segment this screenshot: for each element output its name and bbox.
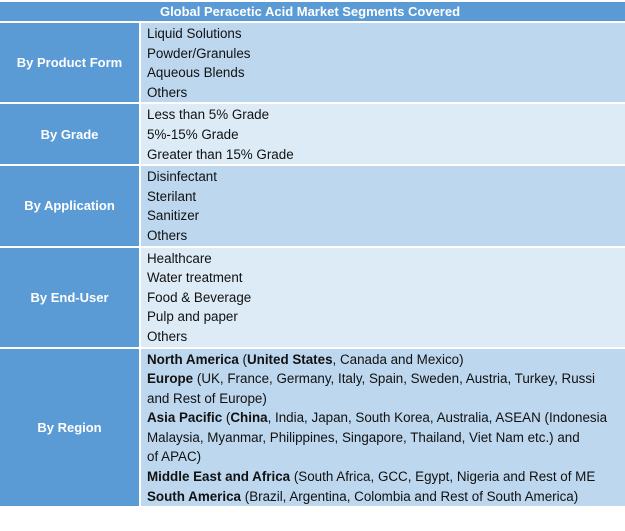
segment-item: Europe (UK, France, Germany, Italy, Spai… (147, 369, 625, 389)
segment-item: Greater than 15% Grade (147, 145, 625, 165)
table-row: By End-User Healthcare Water treatment Food… (0, 247, 625, 349)
text: (South Africa, GCC, Egypt, Nigeria and R… (290, 469, 596, 485)
text: , Canada and Mexico) (332, 351, 464, 367)
bold-text: China (230, 410, 268, 426)
segment-item: Others (147, 226, 625, 246)
text: , India, Japan, South Korea, Australia, … (267, 410, 608, 426)
segment-category: By Grade (0, 104, 141, 165)
bold-text: Europe (147, 371, 194, 387)
text: Liquid Solutions (147, 26, 242, 41)
segment-item: Disinfectant (147, 167, 625, 187)
segment-items: Disinfectant Sterilant Sanitizer Others (141, 166, 625, 246)
text: Powder/Granules (147, 45, 251, 61)
text: ( (238, 351, 247, 367)
text: Aqueous Blends (147, 65, 245, 81)
text: Less than 5% Grade (147, 107, 270, 123)
bold-text: Middle East and Africa (147, 469, 291, 485)
segment-item: Asia Pacific (China, India, Japan, South… (147, 408, 625, 428)
bold-text: Asia Pacific (147, 410, 223, 426)
segment-items: North America (United States, Canada and… (141, 348, 625, 507)
segment-item: Food & Beverage (147, 288, 625, 308)
bold-text: United States (246, 351, 333, 367)
table-row: By Product Form Liquid Solutions Powder/Gr… (0, 23, 625, 105)
text: Others (147, 227, 188, 243)
segment-item: Others (147, 83, 625, 103)
segment-items: Healthcare Water treatment Food & Beverage… (141, 247, 625, 347)
text: (Brazil, Argentina, Colombia and Rest of… (241, 488, 579, 504)
segment-item: South America (Brazil, Argentina, Colomb… (147, 487, 625, 507)
text: (UK, France, Germany, Italy, Spain, Swed… (193, 371, 596, 387)
text: and Rest of Europe) (147, 390, 267, 406)
segment-item: Less than 5% Grade (147, 105, 625, 125)
segment-items: Liquid Solutions Powder/Granules Aqueous B… (141, 23, 625, 103)
text: Disinfectant (147, 169, 217, 185)
segment-category: By Product Form (0, 23, 141, 103)
table-row: By Region North America (United States, C… (0, 348, 625, 509)
segment-item: Liquid Solutions (147, 24, 625, 44)
segment-item: Middle East and Africa (South Africa, GC… (147, 467, 625, 487)
segment-item: Malaysia, Myanmar, Philippines, Singapor… (147, 428, 625, 448)
text: Water treatment (147, 270, 243, 286)
text: Others (147, 328, 188, 344)
segment-item: North America (United States, Canada and… (147, 350, 625, 370)
segment-item: Water treatment (147, 268, 625, 288)
segment-item: Aqueous Blends (147, 63, 625, 83)
segment-item: 5%-15% Grade (147, 125, 625, 145)
segment-category: By End-User (0, 247, 141, 347)
segment-item: Powder/Granules (147, 44, 625, 64)
text: Others (147, 84, 188, 100)
table-row: By Application Disinfectant Sterilant Sanit… (0, 166, 625, 248)
segments-table: Global Peracetic Acid Market Segments Co… (0, 2, 625, 509)
text: Malaysia, Myanmar, Philippines, Singapor… (147, 429, 580, 445)
segment-category: By Application (0, 166, 141, 246)
segment-item: of APAC) (147, 447, 625, 467)
text: ( (222, 410, 231, 426)
table-header: Global Peracetic Acid Market Segments Co… (0, 2, 625, 23)
text: Greater than 15% Grade (147, 146, 294, 162)
text: Sterilant (147, 188, 197, 204)
text: Sanitizer (147, 208, 200, 224)
text: Pulp and paper (147, 309, 238, 325)
table-row: By Grade Less than 5% Grade 5%-15% Grade Gr… (0, 104, 625, 167)
text: Food & Beverage (147, 289, 252, 305)
bold-text: North America (147, 351, 239, 367)
segment-item: Sanitizer (147, 206, 625, 226)
segment-item: Pulp and paper (147, 307, 625, 327)
segment-items: Less than 5% Grade 5%-15% Grade Greater th… (141, 104, 625, 165)
segment-category: By Region (0, 348, 141, 507)
text: of APAC) (147, 449, 202, 465)
segment-item: Sterilant (147, 187, 625, 207)
segment-item: Others (147, 327, 625, 347)
table-body: By Product Form Liquid Solutions Powder/Gr… (0, 23, 625, 509)
bold-text: South America (147, 488, 242, 504)
text: Healthcare (147, 250, 212, 266)
segment-item: and Rest of Europe) (147, 389, 625, 409)
table-title: Global Peracetic Acid Market Segments Co… (159, 4, 461, 19)
text: 5%-15% Grade (147, 126, 239, 142)
segment-item: Healthcare (147, 249, 625, 269)
